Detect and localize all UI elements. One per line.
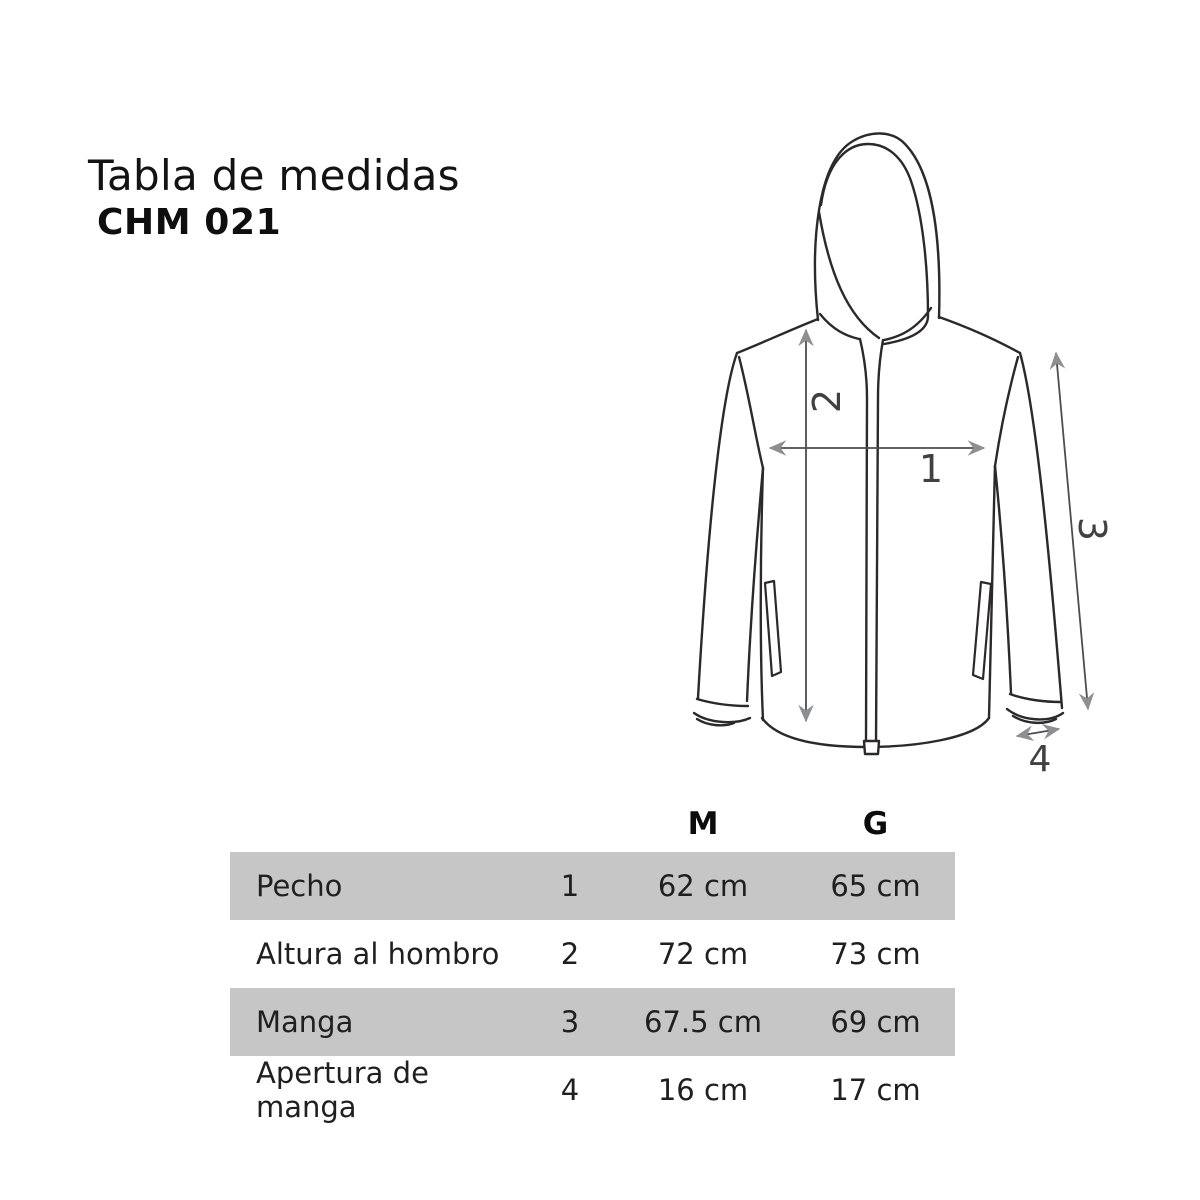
row-num: 2 [560,937,580,971]
product-code: CHM 021 [97,202,282,244]
zipper-right-line [874,338,885,744]
armhole-right [993,355,1020,468]
row-value-m: 62 cm [657,869,749,903]
dimension-arrows [768,328,1095,741]
cuff-left-band-bottom [692,711,752,724]
shoulder-height-label: 2 [805,389,849,413]
cuff-left-edge [695,717,736,727]
size-table-header: M G [230,796,955,852]
row-value-g: 65 cm [830,869,921,903]
table-row-apertura-de-manga: Apertura de manga 4 16 cm 17 cm [230,1056,955,1124]
size-table: M G Pecho 1 62 cm 65 cm Altura al hombro… [230,796,955,1124]
sleeve-arrow [1049,351,1095,711]
row-num: 4 [560,1073,580,1107]
cuff-left-band-top [695,697,750,708]
row-label: Manga [256,1005,354,1039]
sleeve-left-outer [696,351,739,700]
row-value-g: 17 cm [830,1073,921,1107]
hood-outline [813,132,941,322]
jacket-measurement-diagram: 1 2 3 4 [692,132,1114,780]
row-value-g: 69 cm [830,1005,921,1039]
hood-inner-seam [819,142,930,346]
page-title: Tabla de medidas [88,151,460,200]
body-left-edge [759,466,765,722]
column-header-m: M [687,806,719,842]
row-num: 3 [560,1005,580,1039]
pocket-left-slit [763,579,783,678]
jacket-outline [692,132,1065,756]
title-block: Tabla de medidas CHM 021 [88,150,460,244]
sleeve-opening-label: 4 [1029,739,1052,780]
row-value-m: 16 cm [657,1073,749,1107]
pocket-right-slit [971,580,993,681]
sleeve-opening-arrow [1015,724,1061,741]
neckline-right [882,306,933,342]
row-value-m: 72 cm [657,937,749,971]
table-row-altura-al-hombro: Altura al hombro 2 72 cm 73 cm [230,920,955,988]
zipper-stop [862,739,881,756]
cuff-right-edge [1011,714,1058,724]
body-right-edge [987,464,997,720]
hood-opening-left [817,210,881,340]
shoulder-left [735,317,820,355]
row-label: Altura al hombro [256,937,500,971]
zipper-left-line [858,337,869,744]
table-row-manga: Manga 3 67.5 cm 69 cm [230,988,955,1056]
table-row-pecho: Pecho 1 62 cm 65 cm [230,852,955,920]
shoulder-right [937,315,1022,355]
row-value-m: 67.5 cm [644,1005,762,1039]
sleeve-right-outer [1018,351,1064,710]
row-num: 1 [560,869,580,903]
armhole-left [737,355,765,470]
sleeve-right-inner [993,464,1013,695]
sleeve-label: 3 [1070,517,1114,541]
row-value-g: 73 cm [830,937,921,971]
sleeve-left-inner [745,466,765,703]
row-label: Pecho [256,869,343,903]
column-header-g: G [862,806,889,842]
neckline-left [818,312,861,341]
cuff-right-band-bottom [1005,707,1065,721]
row-label: Apertura de manga [256,1056,429,1124]
cuff-right-band-top [1008,692,1063,704]
chest-label: 1 [919,447,943,491]
